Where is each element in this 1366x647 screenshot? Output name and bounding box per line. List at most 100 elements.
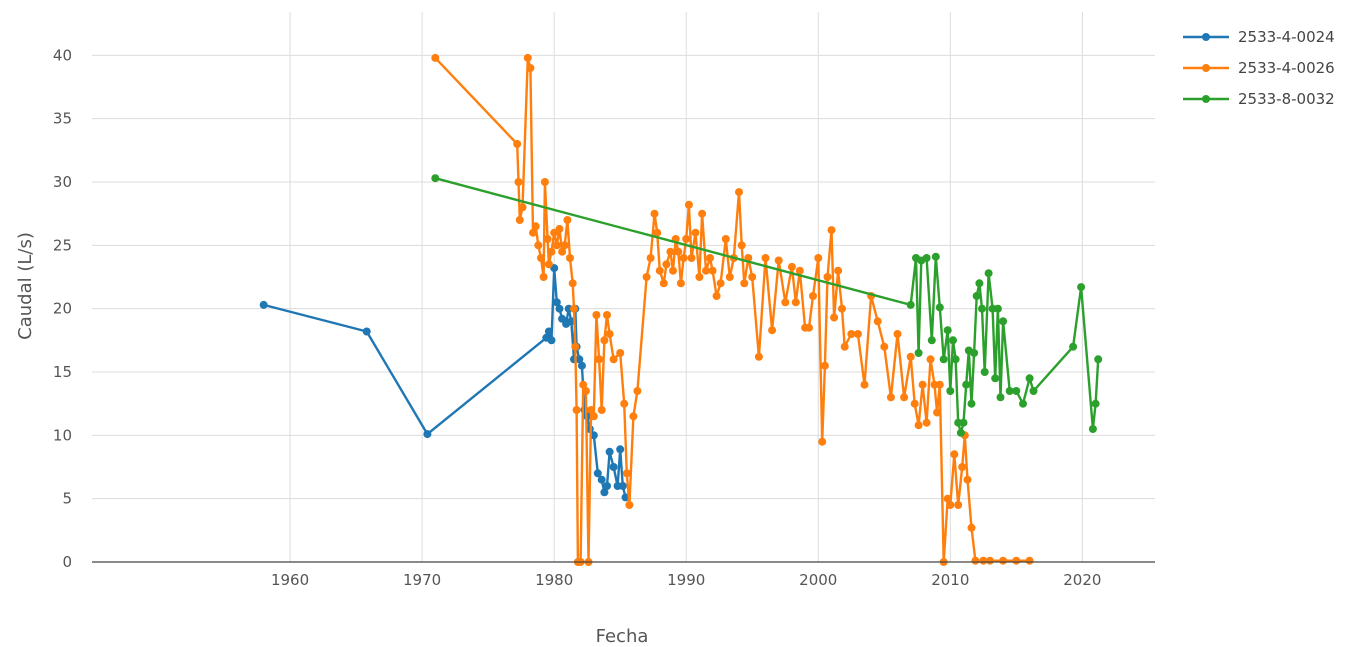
data-point <box>560 241 569 250</box>
data-point <box>838 304 846 313</box>
x-tick-label: 2020 <box>1063 571 1101 589</box>
data-point <box>513 140 522 148</box>
data-point <box>592 311 601 319</box>
data-point <box>605 447 614 456</box>
data-point <box>708 266 717 275</box>
data-point <box>761 254 770 262</box>
data-point <box>737 241 746 250</box>
data-point <box>1091 399 1100 408</box>
data-point <box>984 269 993 278</box>
data-point <box>943 494 952 503</box>
data-point <box>662 260 671 269</box>
y-tick-label: 0 <box>62 553 72 571</box>
data-point <box>650 209 659 218</box>
data-point <box>853 330 862 338</box>
data-point <box>431 53 440 62</box>
data-point <box>691 228 700 237</box>
y-tick-label: 15 <box>53 363 72 381</box>
data-point <box>935 380 944 389</box>
data-point <box>543 235 552 243</box>
data-point <box>725 273 734 281</box>
data-point <box>933 408 942 417</box>
data-point <box>687 254 696 262</box>
data-point <box>1012 387 1021 395</box>
data-point <box>970 349 979 357</box>
data-point <box>695 273 704 281</box>
data-point <box>880 342 889 351</box>
data-point <box>537 254 545 262</box>
data-point <box>706 254 714 262</box>
data-point <box>1094 355 1103 364</box>
data-point <box>581 387 590 395</box>
data-point <box>972 292 981 300</box>
data-point <box>712 292 721 300</box>
legend-marker <box>1202 64 1210 72</box>
data-point <box>616 349 625 357</box>
data-point <box>834 266 843 275</box>
data-point <box>716 279 725 288</box>
data-point <box>544 260 553 269</box>
x-tick-label: 2010 <box>931 571 969 589</box>
legend: 2533-4-0024 2533-4-0026 2533-8-0032 <box>1183 28 1335 108</box>
x-tick-label: 1960 <box>271 571 309 589</box>
data-point <box>991 374 1000 383</box>
data-point <box>259 300 268 309</box>
axes: 1960 1970 1980 1990 2000 2010 2020 0 5 10 15 20 25 30… <box>53 46 1155 589</box>
data-point <box>423 430 432 439</box>
data-point <box>600 336 609 345</box>
data-point <box>679 254 688 262</box>
data-point <box>676 279 685 288</box>
data-point <box>818 437 827 446</box>
data-point <box>860 380 869 389</box>
data-point <box>646 254 655 262</box>
y-tick-label: 30 <box>53 173 72 191</box>
data-point <box>740 279 749 288</box>
data-point <box>939 355 948 364</box>
data-point <box>1029 387 1038 395</box>
series-2533-4-0026 <box>431 53 1034 566</box>
series-2533-8-0032 <box>431 174 1103 437</box>
data-point <box>575 355 584 364</box>
data-point <box>539 273 548 281</box>
data-point <box>597 475 606 484</box>
legend-label: 2533-4-0024 <box>1238 28 1335 46</box>
data-point <box>555 224 564 233</box>
data-point <box>655 266 664 275</box>
data-point <box>625 501 634 509</box>
data-point <box>555 304 564 313</box>
data-point <box>515 216 524 224</box>
data-point <box>552 241 561 250</box>
data-point <box>570 304 578 313</box>
data-point <box>926 355 935 364</box>
data-point <box>1088 425 1097 433</box>
data-point <box>954 501 963 509</box>
data-point <box>748 273 757 281</box>
data-point <box>958 463 967 471</box>
data-point <box>1012 556 1021 565</box>
x-axis-title: Fecha <box>596 626 649 647</box>
y-tick-label: 10 <box>53 426 72 444</box>
data-point <box>922 418 931 427</box>
legend-marker <box>1202 33 1210 41</box>
y-tick-label: 35 <box>53 110 72 128</box>
data-point <box>847 330 856 338</box>
data-point <box>910 399 919 408</box>
data-point <box>629 412 638 421</box>
data-point <box>823 273 832 281</box>
data-point <box>558 247 567 256</box>
data-point <box>873 317 882 326</box>
data-point <box>774 256 783 265</box>
data-point <box>827 226 836 235</box>
data-point <box>999 317 1008 326</box>
data-point <box>529 228 537 237</box>
data-point <box>1069 342 1078 351</box>
data-point <box>620 399 629 408</box>
y-tick-label: 40 <box>53 46 72 64</box>
data-point <box>962 380 971 389</box>
series-line <box>262 266 627 499</box>
data-point <box>566 254 574 262</box>
y-axis-title: Caudal (L/s) <box>15 232 36 340</box>
data-point <box>791 298 800 307</box>
x-tick-label: 1980 <box>535 571 573 589</box>
data-point <box>951 355 960 364</box>
